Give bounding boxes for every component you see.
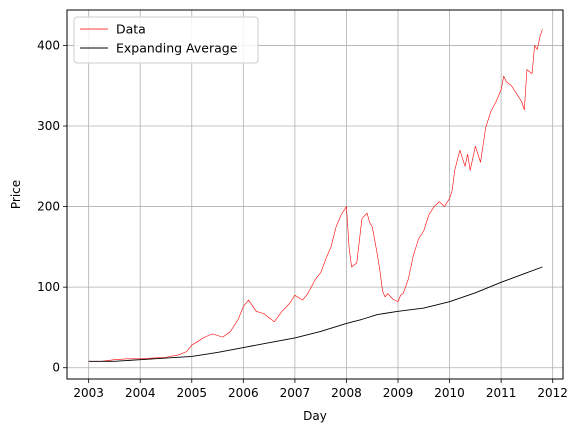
plot-frame: [66, 9, 564, 380]
x-tick-label: 2005: [176, 386, 207, 400]
y-tick-label: 0: [52, 361, 60, 375]
x-tick-label: 2010: [434, 386, 465, 400]
plot-lines: [88, 29, 543, 362]
grid: [67, 10, 563, 379]
y-tick-label: 100: [37, 280, 60, 294]
x-tick-label: 2009: [383, 386, 414, 400]
legend-label-data: Data: [116, 22, 146, 37]
y-tick-label: 400: [37, 38, 60, 52]
y-axis-label: Price: [9, 180, 23, 209]
series-line-data: [88, 29, 543, 362]
legend-box: [73, 16, 259, 64]
legend-label-expanding-average: Expanding Average: [116, 41, 238, 56]
y-tick-label: 200: [37, 200, 60, 214]
x-tick-label: 2011: [486, 386, 517, 400]
x-tick-label: 2003: [73, 386, 104, 400]
x-tick-label: 2008: [331, 386, 362, 400]
x-tick-label: 2012: [537, 386, 568, 400]
legend: Data Expanding Average: [73, 16, 259, 64]
x-tick-label: 2007: [280, 386, 311, 400]
x-tick-label: 2006: [228, 386, 259, 400]
y-tick-label: 300: [37, 119, 60, 133]
series-line-expanding-average: [88, 266, 543, 362]
x-axis: 2003 2004 2005 2006 2007 2008 2009 2010 2011 2012: [73, 379, 568, 400]
x-tick-label: 2004: [125, 386, 156, 400]
x-axis-label: Day: [303, 409, 327, 423]
y-axis: 0 100 200 300 400: [37, 38, 67, 375]
